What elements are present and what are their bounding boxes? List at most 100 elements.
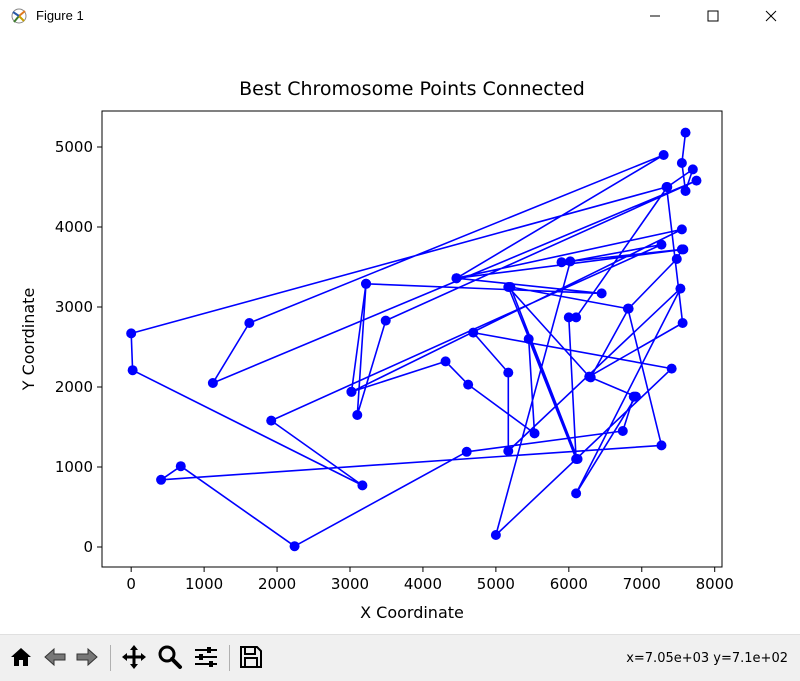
data-point <box>463 379 474 390</box>
move-icon <box>120 643 148 675</box>
y-tick-label: 1000 <box>55 458 93 476</box>
magnifier-icon <box>156 643 184 675</box>
data-point <box>468 327 479 338</box>
x-tick-label: 4000 <box>404 575 442 593</box>
x-axis: 0 1000 2000 3000 4000 5000 6000 7000 8000 <box>126 567 734 593</box>
toolbar-separator <box>110 645 111 671</box>
data-point <box>617 426 628 436</box>
data-point <box>503 446 514 456</box>
configure-subplots-button[interactable] <box>191 644 221 674</box>
close-button[interactable] <box>748 0 794 32</box>
window-titlebar: Figure 1 <box>0 0 800 32</box>
data-point <box>352 410 363 420</box>
back-button[interactable] <box>40 644 70 674</box>
y-tick-label: 5000 <box>55 138 93 156</box>
maximize-icon <box>707 10 719 22</box>
data-point <box>671 254 682 264</box>
y-axis: 0 1000 2000 3000 4000 5000 <box>55 138 102 556</box>
data-point <box>622 303 633 314</box>
forward-arrow-icon <box>74 644 100 674</box>
window-title: Figure 1 <box>36 8 84 23</box>
data-point <box>440 356 451 367</box>
data-point <box>596 288 607 299</box>
data-point <box>677 318 688 328</box>
data-point <box>676 158 687 168</box>
data-point <box>175 461 186 472</box>
figure-canvas[interactable]: Best Chromosome Points Connected 0 1000 20… <box>0 32 800 634</box>
data-point <box>691 175 702 186</box>
maximize-button[interactable] <box>690 0 736 32</box>
toolbar-separator <box>229 645 230 671</box>
data-point <box>380 315 391 326</box>
navigation-toolbar: x=7.05e+03 y=7.1e+02 <box>0 634 800 681</box>
y-tick-label: 2000 <box>55 378 93 396</box>
x-tick-label: 7000 <box>623 575 661 593</box>
y-tick-label: 4000 <box>55 218 93 236</box>
data-point <box>658 150 669 160</box>
data-point <box>503 367 514 378</box>
x-tick-label: 6000 <box>550 575 588 593</box>
data-point <box>687 164 698 175</box>
data-point <box>451 273 462 284</box>
data-point <box>656 239 667 250</box>
cursor-coordinates: x=7.05e+03 y=7.1e+02 <box>626 651 788 666</box>
y-axis-label: Y Coordinate <box>19 288 38 392</box>
y-tick-label: 0 <box>83 538 93 556</box>
data-point <box>666 363 677 374</box>
data-point <box>676 244 687 255</box>
x-tick-label: 2000 <box>258 575 296 593</box>
x-tick-label: 5000 <box>477 575 515 593</box>
data-series <box>126 127 702 552</box>
home-button[interactable] <box>6 644 36 674</box>
data-point <box>556 257 567 268</box>
pan-button[interactable] <box>119 644 149 674</box>
data-point <box>571 488 582 499</box>
zoom-button[interactable] <box>155 644 185 674</box>
y-tick-label: 3000 <box>55 298 93 316</box>
data-point <box>361 278 372 289</box>
data-point <box>266 415 277 426</box>
x-tick-label: 8000 <box>696 575 734 593</box>
x-tick-label: 3000 <box>331 575 369 593</box>
series-line <box>130 132 698 548</box>
data-point <box>244 318 255 328</box>
data-point <box>289 541 300 552</box>
back-arrow-icon <box>42 644 68 674</box>
minimize-icon <box>649 10 661 22</box>
data-point <box>563 312 574 323</box>
data-point <box>584 371 595 382</box>
data-point <box>565 256 576 267</box>
data-point <box>357 480 368 491</box>
data-point <box>676 224 687 235</box>
data-point <box>656 440 667 451</box>
data-point <box>505 282 516 292</box>
plot-area <box>101 110 723 568</box>
data-point <box>523 334 534 344</box>
data-point <box>156 474 167 485</box>
minimize-button[interactable] <box>632 0 678 32</box>
data-point <box>675 283 686 294</box>
data-point <box>572 454 583 464</box>
save-button[interactable] <box>236 644 266 674</box>
data-point <box>628 391 639 402</box>
data-point <box>207 378 218 388</box>
matplotlib-figure-icon <box>10 7 28 25</box>
data-point <box>529 428 540 439</box>
chart: Best Chromosome Points Connected 0 1000 20… <box>19 78 734 622</box>
data-point <box>127 365 138 376</box>
data-point <box>346 386 357 397</box>
x-tick-label: 1000 <box>185 575 223 593</box>
data-point <box>680 127 691 138</box>
data-point <box>661 182 672 192</box>
floppy-disk-icon <box>238 644 264 674</box>
data-point <box>680 186 691 196</box>
forward-button[interactable] <box>72 644 102 674</box>
data-point <box>126 328 137 339</box>
sliders-icon <box>192 643 220 675</box>
data-point <box>461 446 472 457</box>
x-axis-label: X Coordinate <box>360 603 464 622</box>
home-icon <box>8 644 34 674</box>
chart-title: Best Chromosome Points Connected <box>239 78 585 100</box>
data-point <box>571 312 582 323</box>
data-point <box>490 530 501 540</box>
